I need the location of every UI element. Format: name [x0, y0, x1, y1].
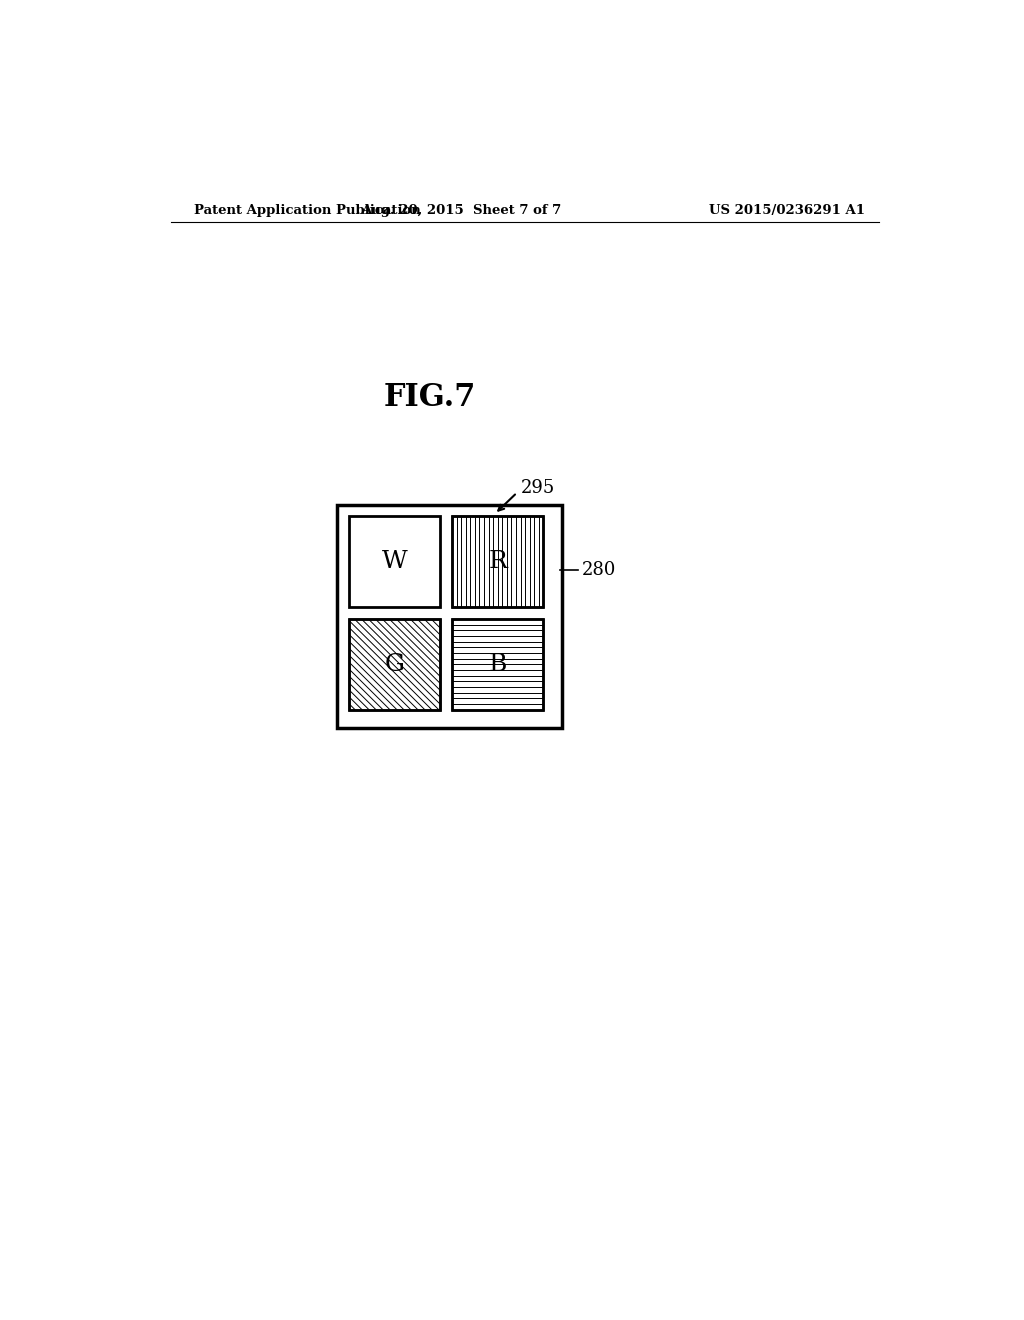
- Text: US 2015/0236291 A1: US 2015/0236291 A1: [710, 205, 865, 218]
- Bar: [452, 619, 544, 710]
- Text: Aug. 20, 2015  Sheet 7 of 7: Aug. 20, 2015 Sheet 7 of 7: [361, 205, 561, 218]
- Text: G: G: [385, 653, 404, 676]
- Text: B: B: [488, 653, 507, 676]
- Bar: [349, 619, 440, 710]
- Text: 295: 295: [521, 479, 555, 496]
- Text: 280: 280: [582, 561, 615, 579]
- Text: Patent Application Publication: Patent Application Publication: [194, 205, 421, 218]
- Bar: [349, 516, 440, 607]
- Bar: [452, 619, 544, 710]
- Bar: [349, 619, 440, 710]
- Bar: [452, 516, 544, 607]
- Bar: [452, 516, 544, 607]
- Text: FIG.7: FIG.7: [384, 381, 476, 413]
- Text: R: R: [488, 550, 507, 573]
- Bar: [337, 506, 562, 729]
- Text: W: W: [382, 550, 408, 573]
